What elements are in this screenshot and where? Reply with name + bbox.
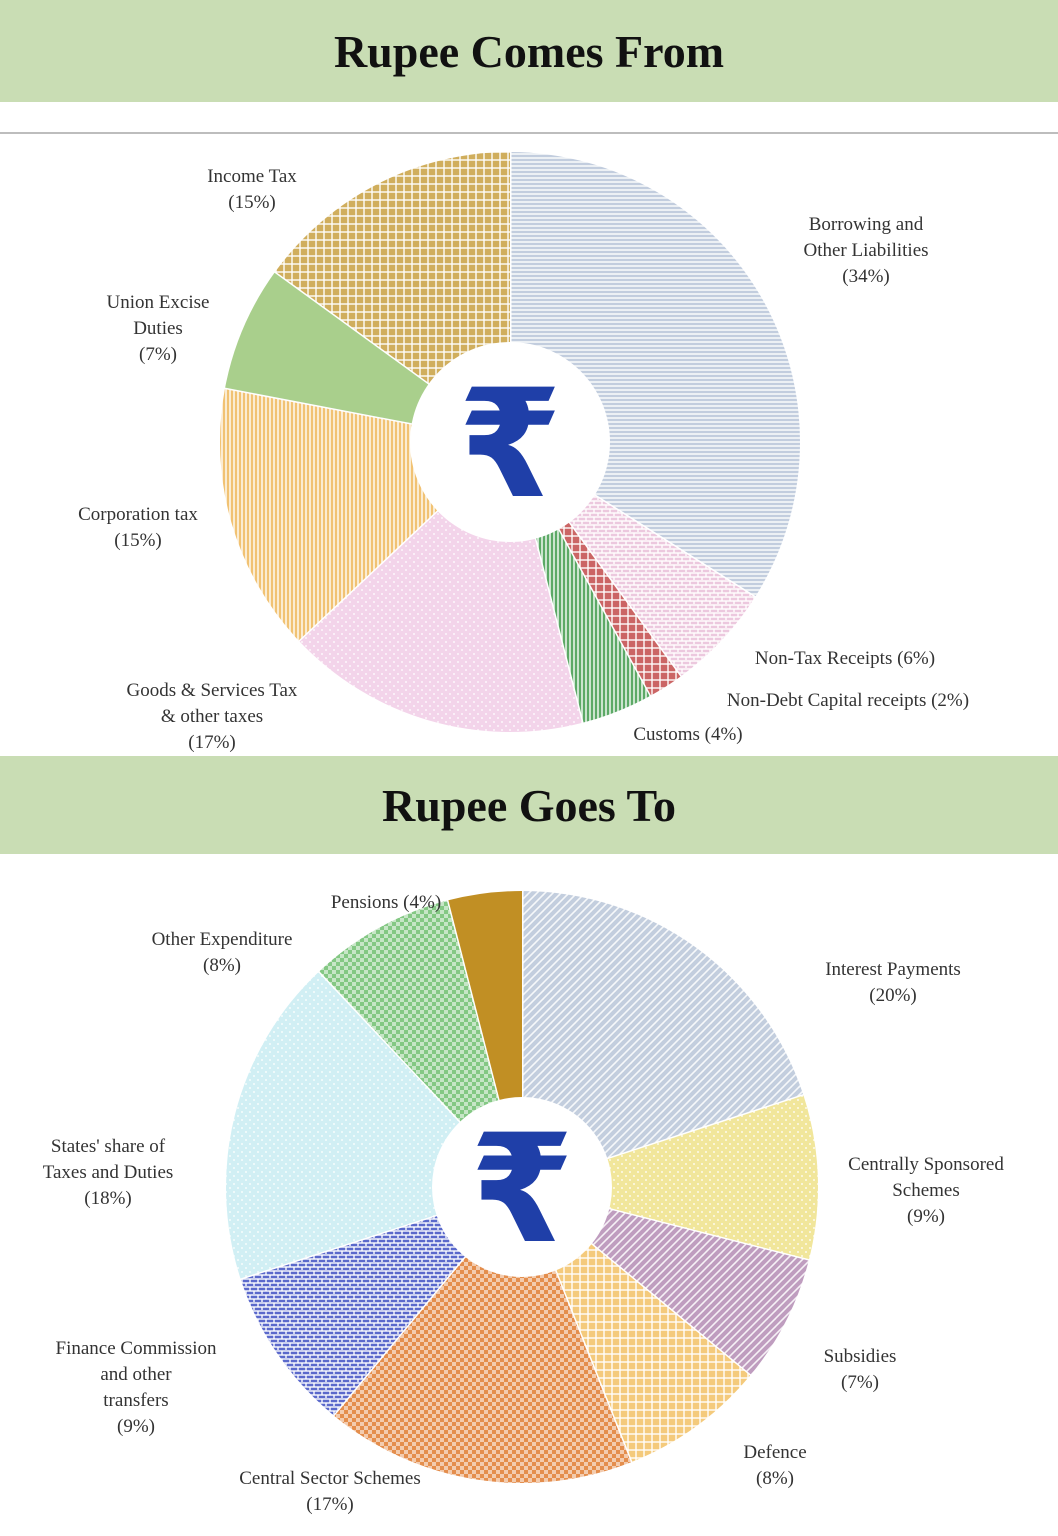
pie-slice-centrally-sponsored-schemes <box>516 1093 820 1263</box>
pie-center-hole <box>410 342 610 542</box>
pie-slice-interest-payments <box>520 889 806 1190</box>
slice-label-interest-payments: Interest Payments (20%) <box>825 959 961 1006</box>
slice-label-borrowing-and-other-liabilities: Borrowing and Other Liabilities (34%) <box>803 214 928 287</box>
slice-label-goods-services-tax-other-taxes: Goods & Services Tax & other taxes (17%) <box>127 680 298 752</box>
chart-title-banner-bottom: Rupee Goes To <box>0 756 1058 854</box>
slice-label-non-debt-capital-receipts: Non-Debt Capital receipts (2%) <box>727 690 969 711</box>
rupee-symbol-icon: ₹ <box>470 1103 574 1277</box>
rupee-symbol-icon: ₹ <box>458 358 562 532</box>
slice-label-defence: Defence (8%) <box>743 1442 806 1489</box>
slice-label-centrally-sponsored-schemes: Centrally Sponsored Schemes (9%) <box>848 1154 1004 1227</box>
slice-label-other-expenditure: Other Expenditure (8%) <box>152 929 293 976</box>
pie-slice-central-sector-schemes <box>331 1184 633 1485</box>
slice-label-central-sector-schemes: Central Sector Schemes (17%) <box>239 1468 421 1515</box>
divider-top <box>0 132 1058 134</box>
slice-label-non-tax-receipts: Non-Tax Receipts (6%) <box>755 648 935 669</box>
rupee-comes-from-pie-chart: ₹ Borrowing and Other Liabilities (34%) Non-… <box>78 150 969 752</box>
rupee-goes-to-pie-chart: ₹ Interest Payments (20%) Centrally Sponsor… <box>43 889 1004 1515</box>
pie-slice-finance-commission-and-other-transfers <box>238 1183 527 1418</box>
slice-label-union-excise-duties: Union Excise Duties (7%) <box>107 292 210 365</box>
slice-label-corporation-tax: Corporation tax (15%) <box>78 504 198 551</box>
slice-label-finance-commission-and-other-transfers: Finance Commission and other transfers (9%) <box>56 1338 217 1437</box>
chart-title-bottom: Rupee Goes To <box>382 779 676 831</box>
slice-label-customs: Customs (4%) <box>633 724 742 745</box>
slice-label-subsidies: Subsidies (7%) <box>824 1346 897 1393</box>
chart-title-banner-top: Rupee Comes From <box>0 0 1058 102</box>
slice-label-states-share-of-taxes-and-duties: States' share of Taxes and Duties (18%) <box>43 1136 174 1209</box>
pie-center-hole <box>432 1097 612 1277</box>
slice-label-income-tax: Income Tax (15%) <box>207 166 297 213</box>
chart-title-top: Rupee Comes From <box>333 25 725 77</box>
slice-label-pensions: Pensions (4%) <box>331 892 441 913</box>
